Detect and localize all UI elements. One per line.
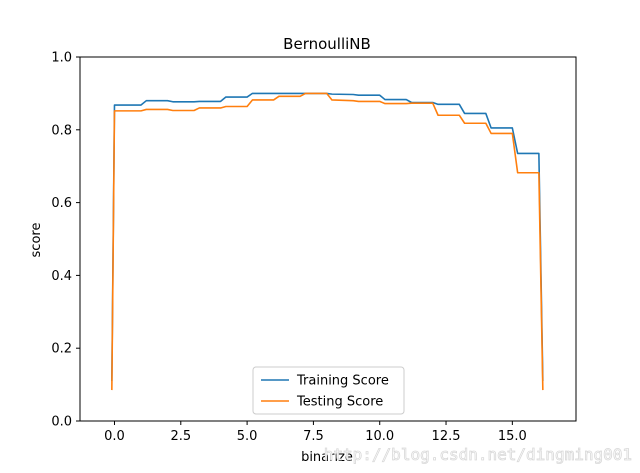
x-tick-label: 2.5 [170, 429, 191, 444]
y-tick-label: 1.0 [51, 51, 72, 66]
x-tick-label: 5.0 [237, 429, 258, 444]
legend: Training Score Testing Score [252, 366, 405, 415]
y-tick-label: 0.0 [51, 415, 72, 430]
x-tick-label: 15.0 [498, 429, 527, 444]
x-tick-label: 7.5 [303, 429, 324, 444]
x-axis-label: binarize [301, 450, 353, 465]
legend-label-1: Testing Score [296, 395, 383, 410]
y-tick-label: 0.6 [51, 196, 72, 211]
legend-box [252, 366, 405, 415]
legend-label-0: Training Score [296, 374, 389, 389]
series-line-1 [111, 92, 544, 391]
y-tick-label: 0.2 [51, 342, 72, 357]
x-tick-label: 12.5 [432, 429, 461, 444]
series-line-0 [111, 92, 544, 381]
x-tick-label: 10.0 [365, 429, 394, 444]
watermark-text: http://blog.csdn.net/dingming001 [324, 445, 632, 464]
y-tick-label: 0.8 [51, 123, 72, 138]
chart-title: BernoulliNB [283, 35, 371, 53]
plot-frame [79, 56, 577, 422]
y-tick-label: 0.4 [51, 269, 72, 284]
y-axis-label: score [29, 223, 44, 258]
x-tick-label: 0.0 [104, 429, 125, 444]
